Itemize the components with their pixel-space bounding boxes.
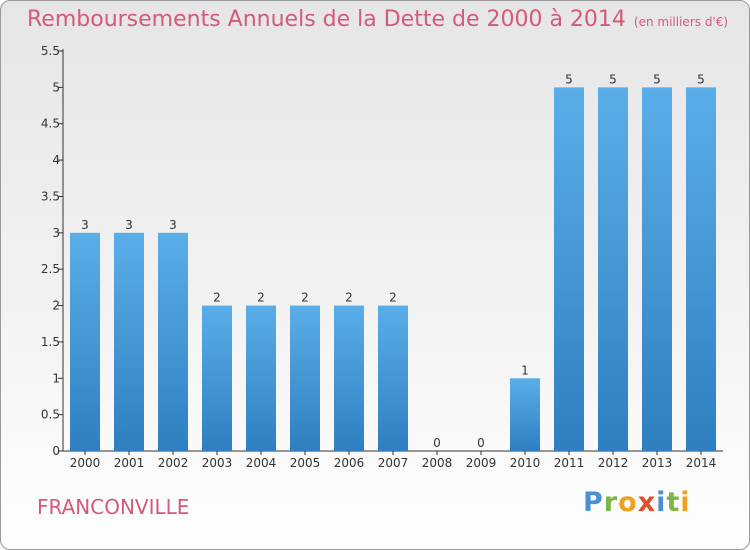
bar-2004 bbox=[246, 305, 276, 451]
x-tick-label-2005: 2005 bbox=[290, 456, 321, 470]
data-label-2006: 2 bbox=[345, 291, 353, 305]
bar-2001 bbox=[114, 232, 144, 451]
x-tick-label-2000: 2000 bbox=[70, 456, 101, 470]
y-tick-label: 5 bbox=[52, 80, 60, 94]
logo-letter: i bbox=[656, 487, 667, 518]
bar-2013 bbox=[642, 87, 672, 451]
data-label-2007: 2 bbox=[389, 291, 397, 305]
logo-letter: t bbox=[666, 487, 681, 518]
data-label-2002: 3 bbox=[169, 218, 177, 232]
y-tick-label: 2 bbox=[52, 299, 60, 313]
y-tick-label: 4 bbox=[52, 153, 60, 167]
y-tick-label: 2.5 bbox=[41, 262, 60, 276]
bar-2012 bbox=[598, 87, 628, 451]
x-tick-label-2003: 2003 bbox=[202, 456, 233, 470]
data-label-2005: 2 bbox=[301, 291, 309, 305]
chart-title-text: Remboursements Annuels de la Dette de 20… bbox=[27, 7, 626, 32]
bar-2011 bbox=[554, 87, 584, 451]
y-tick-label: 4.5 bbox=[41, 117, 60, 131]
data-label-2014: 5 bbox=[697, 72, 705, 86]
x-tick-label-2013: 2013 bbox=[642, 456, 673, 470]
bar-2006 bbox=[334, 305, 364, 451]
data-label-2010: 1 bbox=[521, 363, 529, 377]
y-tick-label: 1 bbox=[52, 371, 60, 385]
logo-letter: o bbox=[618, 487, 638, 518]
bar-2002 bbox=[158, 232, 188, 451]
data-label-2013: 5 bbox=[653, 72, 661, 86]
data-label-2003: 2 bbox=[213, 291, 221, 305]
chart-unit: (en milliers d'€) bbox=[633, 15, 729, 29]
x-tick-label-2006: 2006 bbox=[334, 456, 365, 470]
bar-2005 bbox=[290, 305, 320, 451]
chart-title: Remboursements Annuels de la Dette de 20… bbox=[27, 7, 728, 32]
chart-data-labels: 3 3 3 2 2 2 2 2 0 0 1 5 5 5 5 bbox=[81, 72, 705, 450]
chart-bars bbox=[70, 87, 716, 451]
bar-2010 bbox=[510, 378, 540, 451]
x-tick-label-2012: 2012 bbox=[598, 456, 629, 470]
y-tick-label: 0.5 bbox=[41, 408, 60, 422]
y-tick-label: 5.5 bbox=[41, 44, 60, 58]
data-label-2012: 5 bbox=[609, 72, 617, 86]
proxiti-logo: Proxiti bbox=[583, 487, 691, 518]
bar-2007 bbox=[378, 305, 408, 451]
bar-2003 bbox=[202, 305, 232, 451]
logo-letter: x bbox=[637, 487, 657, 518]
x-tick-label-2014: 2014 bbox=[686, 456, 717, 470]
x-tick-label-2011: 2011 bbox=[554, 456, 585, 470]
bar-2000 bbox=[70, 232, 100, 451]
data-label-2001: 3 bbox=[125, 218, 133, 232]
logo-letter: r bbox=[603, 487, 619, 518]
x-tick-label-2004: 2004 bbox=[246, 456, 277, 470]
logo-letter: P bbox=[583, 487, 604, 518]
bar-2014 bbox=[686, 87, 716, 451]
x-tick-label-2001: 2001 bbox=[114, 456, 145, 470]
logo-letter: i bbox=[680, 487, 691, 518]
data-label-2008: 0 bbox=[433, 436, 441, 450]
y-tick-label: 3 bbox=[52, 226, 60, 240]
y-tick-label: 0 bbox=[52, 444, 60, 458]
data-label-2009: 0 bbox=[477, 436, 485, 450]
x-tick-label-2010: 2010 bbox=[510, 456, 541, 470]
data-label-2011: 5 bbox=[565, 72, 573, 86]
data-label-2000: 3 bbox=[81, 218, 89, 232]
x-tick-label-2008: 2008 bbox=[422, 456, 453, 470]
y-tick-label: 1.5 bbox=[41, 335, 60, 349]
city-name: FRANCONVILLE bbox=[37, 495, 190, 519]
x-tick-label-2007: 2007 bbox=[378, 456, 409, 470]
data-label-2004: 2 bbox=[257, 291, 265, 305]
x-tick-label-2009: 2009 bbox=[466, 456, 497, 470]
x-tick-label-2002: 2002 bbox=[158, 456, 189, 470]
y-tick-label: 3.5 bbox=[41, 189, 60, 203]
